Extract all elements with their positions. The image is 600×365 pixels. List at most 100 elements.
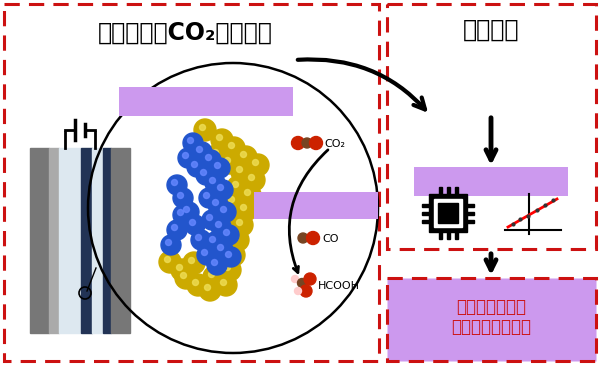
Circle shape	[217, 242, 223, 247]
Bar	[439, 232, 442, 239]
Circle shape	[167, 220, 187, 240]
Circle shape	[223, 191, 245, 213]
Circle shape	[206, 215, 212, 220]
Circle shape	[178, 192, 184, 199]
Circle shape	[226, 251, 232, 257]
Circle shape	[207, 251, 229, 273]
Circle shape	[194, 119, 216, 141]
Circle shape	[229, 196, 235, 203]
Circle shape	[159, 251, 181, 273]
Circle shape	[215, 222, 221, 227]
Circle shape	[221, 247, 241, 267]
Circle shape	[218, 184, 223, 191]
Circle shape	[208, 195, 228, 215]
FancyBboxPatch shape	[414, 167, 568, 196]
Bar	[81, 148, 92, 333]
Circle shape	[196, 165, 216, 185]
Circle shape	[223, 244, 245, 266]
Circle shape	[183, 252, 205, 274]
Circle shape	[218, 245, 223, 250]
Circle shape	[209, 272, 215, 277]
Circle shape	[201, 150, 221, 170]
Circle shape	[241, 151, 247, 158]
Circle shape	[185, 215, 205, 235]
Circle shape	[196, 234, 202, 241]
Text: 活性に寄与する
パラメータの抽出: 活性に寄与する パラメータの抽出	[451, 297, 531, 337]
Circle shape	[200, 169, 206, 176]
Circle shape	[229, 142, 235, 149]
Circle shape	[235, 146, 257, 168]
Circle shape	[191, 230, 211, 250]
Circle shape	[182, 153, 188, 158]
Bar	[434, 199, 463, 227]
Circle shape	[302, 138, 312, 148]
Circle shape	[213, 180, 233, 200]
Circle shape	[193, 280, 199, 285]
Text: CO₂: CO₂	[324, 139, 345, 149]
Circle shape	[188, 257, 194, 264]
Circle shape	[243, 169, 265, 191]
Circle shape	[164, 257, 170, 262]
Circle shape	[212, 257, 218, 262]
Circle shape	[247, 154, 269, 176]
Bar	[422, 204, 429, 207]
Bar	[467, 204, 474, 207]
Bar	[455, 232, 458, 239]
Circle shape	[221, 207, 227, 212]
Circle shape	[221, 280, 227, 285]
Circle shape	[292, 137, 305, 150]
Circle shape	[219, 206, 241, 228]
Circle shape	[216, 202, 236, 222]
Circle shape	[181, 273, 187, 278]
Bar	[422, 211, 429, 215]
Circle shape	[191, 161, 197, 168]
Bar	[49, 148, 59, 333]
Circle shape	[212, 260, 218, 265]
Circle shape	[207, 144, 229, 166]
Circle shape	[173, 205, 193, 225]
Circle shape	[176, 265, 182, 270]
Circle shape	[212, 150, 218, 155]
Circle shape	[307, 231, 320, 245]
Circle shape	[211, 129, 233, 151]
Circle shape	[197, 245, 217, 265]
Circle shape	[224, 265, 230, 270]
Circle shape	[178, 148, 198, 168]
Circle shape	[187, 157, 207, 177]
Circle shape	[203, 192, 209, 199]
Bar	[439, 187, 442, 194]
Circle shape	[298, 278, 307, 288]
Bar	[387, 4, 596, 249]
Circle shape	[205, 284, 211, 291]
Circle shape	[192, 142, 212, 162]
Circle shape	[304, 273, 316, 285]
Circle shape	[205, 232, 225, 252]
Circle shape	[199, 188, 219, 208]
Circle shape	[236, 219, 242, 226]
Circle shape	[295, 288, 302, 295]
Circle shape	[197, 146, 203, 153]
Bar	[467, 219, 474, 223]
FancyBboxPatch shape	[119, 87, 293, 116]
Circle shape	[178, 210, 184, 215]
Circle shape	[227, 229, 249, 251]
Circle shape	[172, 224, 178, 231]
Circle shape	[219, 259, 241, 281]
Circle shape	[175, 267, 197, 289]
Circle shape	[219, 225, 239, 245]
Circle shape	[183, 133, 203, 153]
Circle shape	[202, 210, 222, 230]
Bar	[92, 148, 103, 333]
Circle shape	[172, 180, 178, 185]
Circle shape	[215, 274, 237, 296]
Bar	[387, 278, 596, 361]
Circle shape	[205, 154, 212, 161]
Circle shape	[221, 227, 227, 233]
Circle shape	[298, 233, 308, 243]
Circle shape	[211, 236, 233, 258]
Circle shape	[166, 239, 172, 246]
Circle shape	[219, 152, 241, 174]
Bar	[103, 148, 111, 333]
Circle shape	[212, 200, 218, 205]
Bar	[4, 4, 379, 361]
